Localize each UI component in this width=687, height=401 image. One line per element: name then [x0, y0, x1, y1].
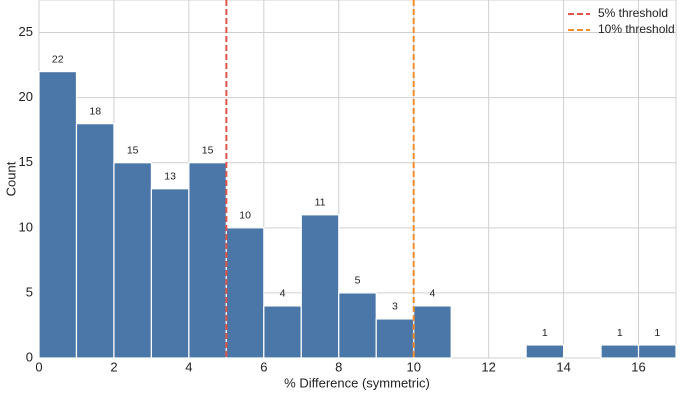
y-tick-label: 25	[19, 24, 33, 39]
x-axis-label: % Difference (symmetric)	[284, 375, 430, 390]
data-label: 3	[392, 301, 398, 313]
bar	[225, 227, 265, 359]
data-label: 1	[617, 327, 623, 339]
bar	[188, 162, 227, 359]
x-tick-label: 8	[335, 359, 342, 374]
x-tick-label: 4	[185, 359, 192, 374]
x-tick-label: 0	[35, 359, 42, 374]
data-label: 18	[89, 105, 101, 117]
bar	[150, 188, 190, 359]
data-label: 1	[542, 327, 548, 339]
bar	[38, 70, 78, 359]
data-label: 11	[315, 197, 326, 209]
data-label: 15	[127, 145, 139, 157]
data-label: 4	[430, 288, 436, 300]
bar	[637, 344, 677, 359]
bar	[300, 214, 340, 359]
bar	[375, 318, 415, 359]
bar	[75, 123, 115, 359]
data-label: 15	[202, 145, 214, 157]
x-tick-label: 2	[110, 359, 117, 374]
legend-label: 5% threshold	[598, 6, 668, 20]
bar	[413, 305, 452, 359]
legend-label: 10% threshold	[598, 22, 675, 36]
x-tick-label: 14	[556, 359, 570, 374]
bar	[338, 292, 377, 359]
bar	[600, 344, 640, 359]
data-label: 4	[280, 288, 286, 300]
y-tick-label: 10	[19, 219, 33, 234]
x-tick-label: 6	[260, 359, 267, 374]
y-axis-label: Count	[3, 161, 18, 196]
data-label: 1	[654, 327, 660, 339]
x-tick-label: 10	[406, 359, 420, 374]
x-tick-label: 16	[631, 359, 645, 374]
y-tick-label: 5	[26, 284, 33, 299]
y-tick-label: 20	[19, 89, 33, 104]
data-label: 10	[239, 210, 251, 222]
y-tick-label: 15	[19, 154, 33, 169]
data-label: 13	[164, 171, 176, 183]
bar	[113, 162, 153, 359]
y-tick-label: 0	[26, 349, 33, 364]
x-tick-label: 12	[481, 359, 495, 374]
bar	[525, 344, 565, 359]
data-label: 22	[52, 53, 64, 65]
data-label: 5	[355, 275, 361, 287]
bar	[263, 305, 302, 359]
